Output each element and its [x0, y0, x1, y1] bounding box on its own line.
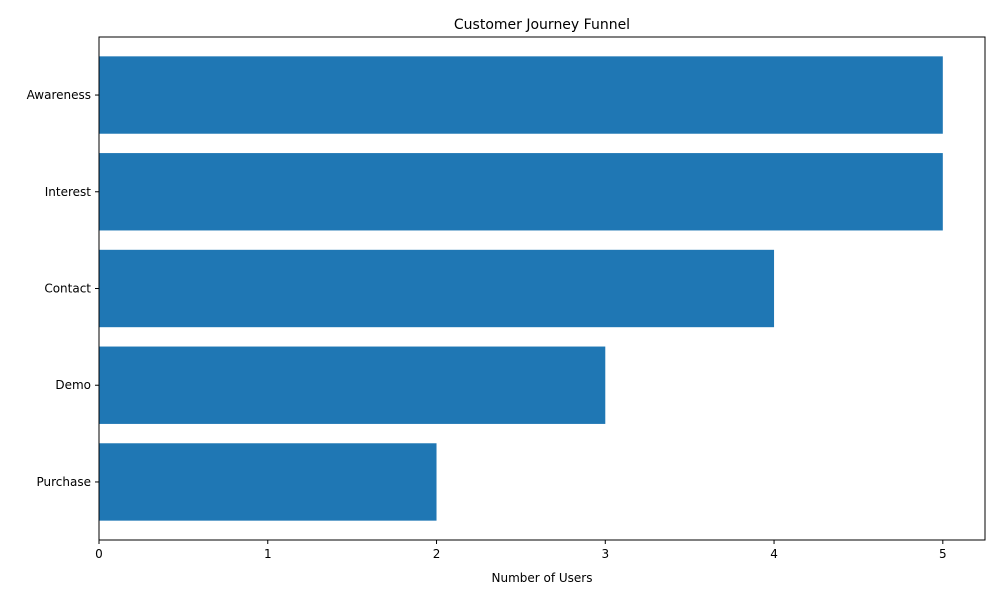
y-tick-label: Interest	[45, 185, 92, 199]
bar-demo	[99, 346, 606, 424]
bar-awareness	[99, 56, 943, 134]
bars-layer	[99, 56, 943, 521]
x-tick-label: 3	[601, 547, 609, 561]
x-axis-ticks: 0 1 2 3 4 5	[95, 540, 947, 561]
y-tick-label: Demo	[55, 378, 91, 392]
x-tick-label: 2	[433, 547, 441, 561]
x-tick-label: 0	[95, 547, 103, 561]
x-tick-label: 1	[264, 547, 272, 561]
y-tick-label: Contact	[44, 282, 91, 296]
plot-frame	[98, 36, 986, 541]
chart-title: Customer Journey Funnel	[454, 17, 630, 33]
x-axis-label: Number of Users	[491, 571, 592, 585]
y-tick-label: Purchase	[37, 475, 92, 489]
y-tick-label: Awareness	[27, 88, 91, 102]
bar-purchase	[99, 443, 437, 521]
bar-interest	[99, 153, 943, 231]
x-tick-label: 5	[939, 547, 947, 561]
x-tick-label: 4	[770, 547, 778, 561]
y-axis-ticks: Awareness Interest Contact Demo Purchase	[27, 88, 99, 489]
bar-contact	[99, 249, 775, 328]
